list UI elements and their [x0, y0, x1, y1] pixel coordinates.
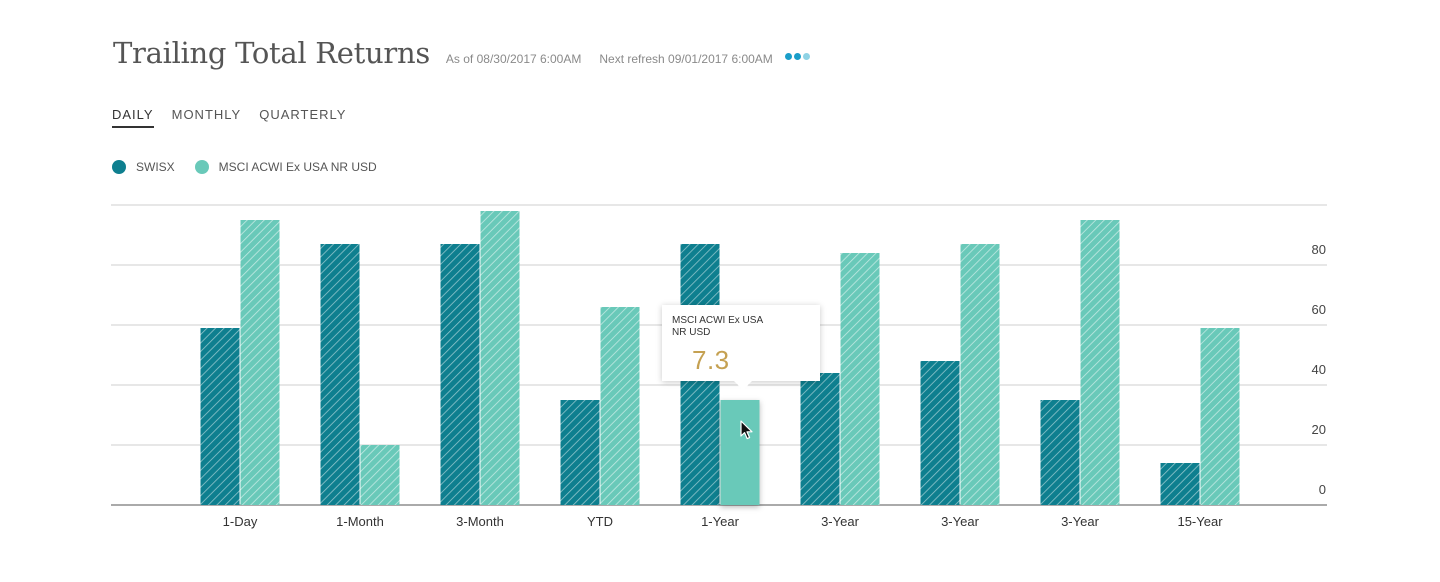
legend-item-msci[interactable]: MSCI ACWI Ex USA NR USD	[194, 160, 377, 174]
bar-msci-5[interactable]	[840, 253, 880, 505]
legend-label: SWISX	[136, 160, 175, 174]
legend-label: MSCI ACWI Ex USA NR USD	[218, 160, 377, 174]
bar-swisx-1[interactable]	[320, 244, 360, 505]
bar-msci-8[interactable]	[1200, 328, 1240, 505]
tab-daily[interactable]: DAILY	[112, 107, 154, 128]
legend-swatch	[194, 160, 209, 174]
bar-swisx-6[interactable]	[920, 361, 960, 505]
bar-swisx-2[interactable]	[440, 244, 480, 505]
tooltip-value: 7.3	[692, 345, 730, 375]
y-tick-label: 40	[1312, 362, 1326, 377]
bar-tooltip: MSCI ACWI Ex USA NR USD 7.3	[662, 305, 820, 390]
x-tick-label: 3-Month	[456, 514, 504, 529]
bar-swisx-7[interactable]	[1040, 400, 1080, 505]
loading-dot	[793, 53, 801, 60]
bar-msci-0[interactable]	[240, 220, 280, 505]
y-tick-label: 80	[1312, 242, 1326, 257]
period-tabs: DAILY MONTHLY QUARTERLY	[112, 107, 364, 128]
as-of-timestamp: As of 08/30/2017 6:00AM	[445, 52, 582, 66]
bar-swisx-8[interactable]	[1160, 463, 1200, 505]
bar-swisx-5[interactable]	[800, 373, 840, 505]
tab-quarterly[interactable]: QUARTERLY	[259, 107, 347, 122]
x-tick-label: 3-Year	[821, 514, 859, 529]
x-tick-label: 1-Day	[223, 514, 258, 529]
loading-dot	[802, 53, 810, 60]
y-tick-label: 20	[1312, 422, 1326, 437]
bar-msci-4[interactable]	[720, 400, 760, 505]
tab-monthly[interactable]: MONTHLY	[171, 107, 242, 122]
bar-msci-2[interactable]	[480, 211, 520, 505]
x-tick-label: YTD	[587, 514, 613, 529]
x-tick-label: 1-Month	[336, 514, 384, 529]
bar-msci-3[interactable]	[600, 307, 640, 505]
x-tick-label: 1-Year	[701, 514, 739, 529]
bar-msci-6[interactable]	[960, 244, 1000, 505]
tooltip-series-name: MSCI ACWI Ex USA NR USD	[672, 315, 763, 338]
legend-item-swisx[interactable]: SWISX	[112, 160, 175, 174]
x-tick-label: 15-Year	[1177, 514, 1223, 529]
chart-header: Trailing Total Returns As of 08/30/2017 …	[113, 36, 812, 70]
loading-dot	[784, 53, 792, 60]
x-tick-label: 3-Year	[941, 514, 979, 529]
legend-swatch	[112, 160, 126, 174]
next-refresh-timestamp: Next refresh 09/01/2017 6:00AM	[599, 52, 773, 66]
loading-dots-icon	[784, 53, 812, 60]
page-title: Trailing Total Returns	[113, 36, 430, 70]
y-tick-label: 60	[1312, 302, 1326, 317]
chart-legend: SWISX MSCI ACWI Ex USA NR USD	[112, 160, 397, 174]
y-tick-label: 0	[1319, 482, 1326, 497]
bar-swisx-3[interactable]	[560, 400, 600, 505]
bar-msci-7[interactable]	[1080, 220, 1120, 505]
bar-swisx-0[interactable]	[200, 328, 240, 505]
bar-msci-1[interactable]	[360, 445, 400, 505]
mouse-pointer-icon	[740, 420, 753, 440]
x-tick-label: 3-Year	[1061, 514, 1099, 529]
